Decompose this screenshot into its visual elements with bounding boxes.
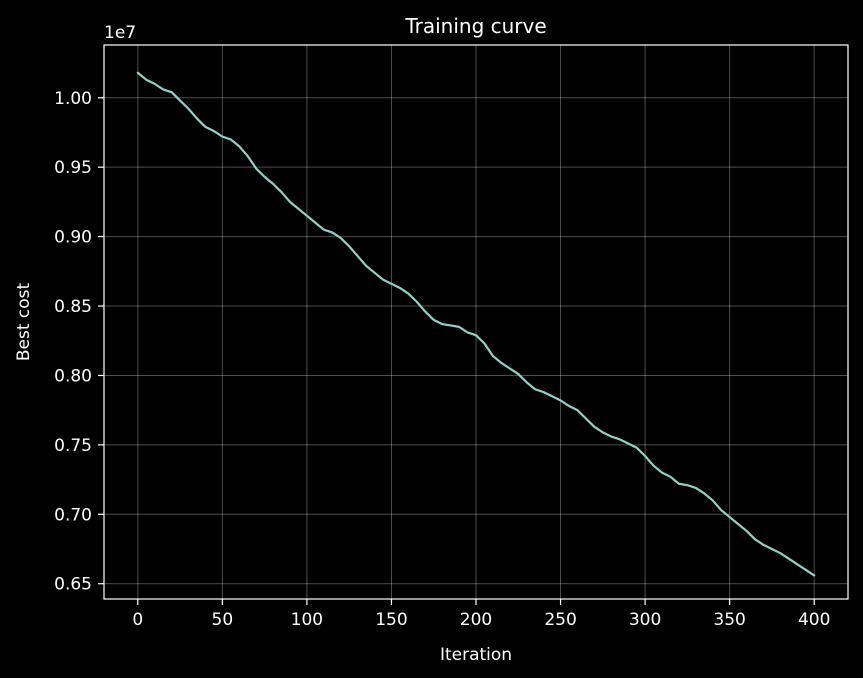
y-tick-label: 0.75 [54,436,92,456]
y-tick-label: 0.65 [54,575,92,595]
x-tick-label: 350 [713,610,745,630]
y-tick-label: 1.00 [54,89,92,109]
x-tick-label: 0 [132,610,143,630]
x-axis-label: Iteration [440,645,512,665]
x-tick-label: 200 [460,610,492,630]
x-tick-label: 250 [544,610,576,630]
x-tick-label: 400 [798,610,830,630]
chart-title: Training curve [404,14,546,38]
plot-lines [136,71,816,577]
grid [104,45,848,599]
x-tick-label: 150 [375,610,407,630]
y-tick-label: 0.85 [54,297,92,317]
y-tick-label: 0.95 [54,158,92,178]
x-tick-label: 300 [629,610,661,630]
axis-ticks: 0 50 100 150 200 250 300 350 400 0.65 0.70 0.75 0.80… [54,89,830,630]
y-tick-label: 0.80 [54,366,92,386]
x-tick-label: 50 [212,610,234,630]
x-tick-label: 100 [291,610,323,630]
y-axis-label: Best cost [14,283,34,362]
best-cost-line [136,71,816,577]
y-offset-label: 1e7 [104,23,136,43]
y-tick-label: 0.70 [54,505,92,525]
y-tick-label: 0.90 [54,228,92,248]
